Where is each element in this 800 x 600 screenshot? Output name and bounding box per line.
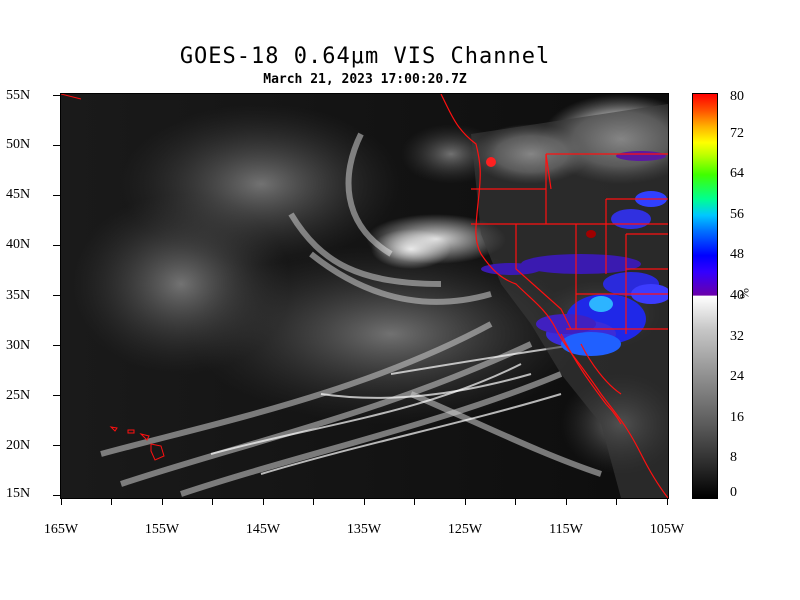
lon-tick xyxy=(263,498,264,505)
lon-tick xyxy=(364,498,365,505)
lat-label-25n: 25N xyxy=(6,388,31,403)
satellite-imagery xyxy=(61,94,668,498)
colorbar-label-80: 80 xyxy=(730,89,744,104)
colorbar-label-72: 72 xyxy=(730,126,744,141)
land-mass xyxy=(471,104,668,498)
lon-tick xyxy=(667,498,668,505)
colorbar-label-8: 8 xyxy=(730,450,737,465)
lat-label-55n: 55N xyxy=(6,88,31,103)
lon-label-135w: 135W xyxy=(346,522,382,537)
lon-label-105w: 105W xyxy=(649,522,685,537)
colorbar-unit: % xyxy=(737,288,752,299)
baja-peninsula xyxy=(560,333,622,425)
colorbar-label-40: 40 xyxy=(730,288,744,303)
cloud-swirl-bands xyxy=(100,132,602,497)
cloud-region-central xyxy=(191,244,591,424)
lat-label-20n: 20N xyxy=(6,438,31,453)
lon-tick xyxy=(566,498,567,505)
lat-tick xyxy=(53,445,60,446)
cloud-region-north xyxy=(121,104,401,264)
lat-tick xyxy=(53,245,60,246)
lon-tick xyxy=(313,498,314,505)
lat-tick xyxy=(53,295,60,296)
lat-tick xyxy=(53,145,60,146)
colorbar-label-64: 64 xyxy=(730,166,744,181)
lat-tick xyxy=(53,345,60,346)
lat-label-40n: 40N xyxy=(6,237,31,252)
lat-tick xyxy=(53,495,60,496)
lon-label-115w: 115W xyxy=(549,522,583,537)
lat-tick xyxy=(53,95,60,96)
colorbar-label-32: 32 xyxy=(730,329,744,344)
colorbar-label-24: 24 xyxy=(730,369,744,384)
reflectance-colorbar xyxy=(692,93,718,499)
lon-tick xyxy=(162,498,163,505)
lon-label-125w: 125W xyxy=(447,522,483,537)
lat-label-45n: 45N xyxy=(6,187,31,202)
lon-tick xyxy=(61,498,62,505)
lat-tick xyxy=(53,195,60,196)
colorbar-label-56: 56 xyxy=(730,207,744,222)
lon-tick xyxy=(515,498,516,505)
coastline xyxy=(440,94,668,498)
lat-tick xyxy=(53,395,60,396)
lon-tick xyxy=(616,498,617,505)
lon-label-165w: 165W xyxy=(43,522,79,537)
colorbar-label-0: 0 xyxy=(730,485,737,500)
lat-label-30n: 30N xyxy=(6,338,31,353)
map-title: GOES-18 0.64μm VIS Channel xyxy=(179,44,551,69)
satellite-image xyxy=(60,93,669,499)
hawaii-islands xyxy=(61,94,165,461)
lon-tick xyxy=(111,498,112,505)
lon-label-145w: 145W xyxy=(245,522,281,537)
colorbar-label-16: 16 xyxy=(730,410,744,425)
political-boundaries xyxy=(440,94,668,498)
lat-label-50n: 50N xyxy=(6,137,31,152)
lon-tick xyxy=(212,498,213,505)
lat-label-15n: 15N xyxy=(6,486,31,501)
lon-tick xyxy=(465,498,466,505)
colorbar-label-48: 48 xyxy=(730,247,744,262)
lat-label-35n: 35N xyxy=(6,288,31,303)
lon-label-155w: 155W xyxy=(144,522,180,537)
map-timestamp: March 21, 2023 17:00:20.7Z xyxy=(263,72,467,87)
lon-tick xyxy=(414,498,415,505)
